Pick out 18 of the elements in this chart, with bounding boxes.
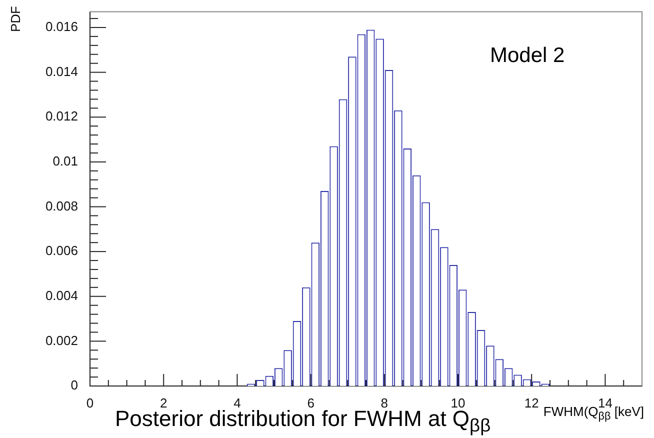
- y-axis-title: PDF: [8, 6, 23, 32]
- y-tick-label: 0.002: [45, 332, 78, 348]
- y-tick-label: 0: [70, 378, 78, 393]
- x-tick-label: 0: [86, 395, 94, 410]
- y-tick-label: 0.016: [45, 19, 78, 34]
- x-tick-label: 12: [524, 395, 539, 410]
- y-tick-label: 0.006: [45, 243, 78, 258]
- y-tick-label: 0.008: [45, 198, 78, 214]
- x-tick-label: 8: [380, 395, 388, 410]
- y-tick-label: 0.004: [45, 288, 78, 303]
- y-tick-label: 0.012: [45, 108, 78, 124]
- x-tick-label: 6: [307, 395, 314, 410]
- annotation: Model 2: [490, 44, 565, 68]
- x-tick-label: 2: [160, 395, 168, 410]
- y-tick-label: 0.01: [52, 154, 78, 169]
- x-tick-label: 10: [450, 395, 466, 410]
- y-tick-label: 0.014: [45, 64, 78, 79]
- x-tick-label: 4: [234, 395, 241, 410]
